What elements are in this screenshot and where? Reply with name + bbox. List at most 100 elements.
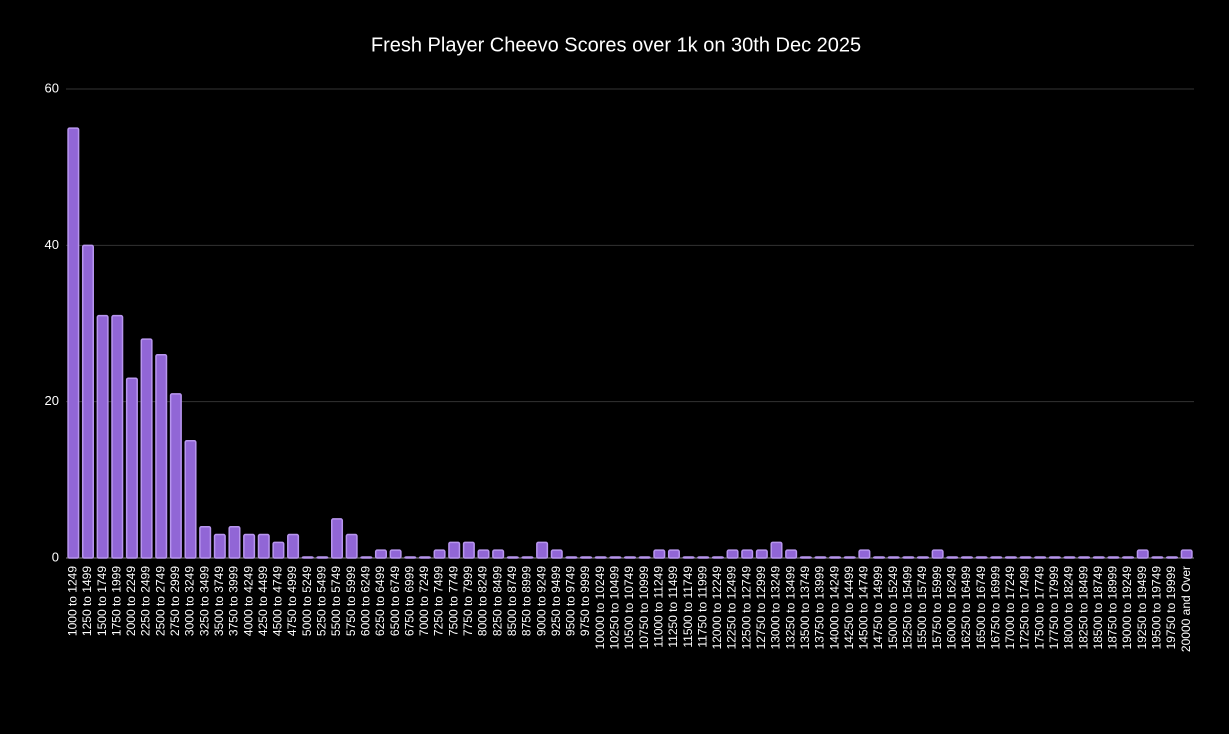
bar bbox=[477, 549, 490, 559]
x-tick-label: 19500 to 19749 bbox=[1150, 566, 1164, 650]
bar bbox=[916, 556, 930, 559]
bar bbox=[1166, 556, 1179, 559]
x-tick-label: 10500 to 10749 bbox=[622, 566, 636, 650]
bar bbox=[990, 556, 1003, 559]
x-tick-label: 15000 to 15249 bbox=[886, 566, 900, 650]
x-tick-label: 5000 to 5249 bbox=[300, 566, 314, 636]
bar bbox=[682, 556, 695, 559]
x-tick-label: 5250 to 5499 bbox=[315, 566, 329, 636]
bar bbox=[199, 525, 212, 559]
x-tick-label: 11750 to 11999 bbox=[695, 566, 709, 648]
x-tick-label: 9250 to 9499 bbox=[549, 566, 563, 636]
x-tick-label: 16750 to 16999 bbox=[988, 566, 1002, 650]
bar bbox=[1107, 556, 1120, 559]
bar bbox=[902, 556, 915, 559]
x-tick-label: 3250 to 3499 bbox=[197, 566, 211, 636]
x-tick-label: 4250 to 4499 bbox=[256, 566, 270, 636]
y-tick-label: 0 bbox=[52, 549, 59, 564]
x-tick-label: 13250 to 13499 bbox=[783, 566, 797, 650]
bar bbox=[814, 556, 827, 559]
x-tick-label: 15500 to 15749 bbox=[915, 566, 929, 650]
bar bbox=[360, 556, 373, 559]
bar bbox=[389, 549, 402, 559]
bar bbox=[125, 377, 138, 559]
x-tick-label: 7250 to 7499 bbox=[432, 566, 446, 636]
bar bbox=[418, 556, 431, 559]
x-tick-label: 2750 to 2999 bbox=[168, 566, 182, 636]
x-tick-label: 12000 to 12249 bbox=[710, 566, 724, 650]
x-tick-label: 12500 to 12749 bbox=[739, 566, 753, 650]
chart-title: Fresh Player Cheevo Scores over 1k on 30… bbox=[371, 34, 861, 56]
x-tick-label: 16000 to 16249 bbox=[944, 566, 958, 650]
bar bbox=[741, 549, 754, 559]
bar bbox=[96, 314, 109, 559]
x-tick-label: 10750 to 10999 bbox=[637, 566, 651, 650]
x-tick-label: 1250 to 1499 bbox=[80, 566, 94, 636]
bar bbox=[931, 549, 944, 559]
bar bbox=[228, 525, 241, 559]
x-tick-label: 18500 to 18749 bbox=[1091, 566, 1105, 650]
bar bbox=[1136, 549, 1149, 559]
x-tick-label: 9750 to 9999 bbox=[578, 566, 592, 636]
x-tick-label: 14000 to 14249 bbox=[827, 566, 841, 650]
bar bbox=[1151, 556, 1164, 559]
x-tick-label: 9500 to 9749 bbox=[564, 566, 578, 636]
x-tick-label: 19250 to 19499 bbox=[1135, 566, 1149, 650]
bar bbox=[711, 556, 724, 559]
x-tick-label: 18250 to 18499 bbox=[1076, 566, 1090, 650]
x-tick-label: 17750 to 17999 bbox=[1047, 566, 1061, 650]
x-tick-label: 8750 to 8999 bbox=[520, 566, 534, 636]
bar bbox=[433, 549, 446, 559]
x-tick-label: 6000 to 6249 bbox=[358, 566, 372, 636]
bar bbox=[257, 533, 270, 559]
x-tick-label: 9000 to 9249 bbox=[534, 566, 548, 636]
x-tick-label: 17000 to 17249 bbox=[1003, 566, 1017, 650]
x-tick-label: 16250 to 16499 bbox=[959, 566, 973, 650]
bar bbox=[1048, 556, 1061, 559]
x-tick-label: 16500 to 16749 bbox=[974, 566, 988, 650]
bar bbox=[213, 533, 226, 559]
x-tick-label: 8500 to 8749 bbox=[505, 566, 519, 636]
x-tick-label: 13500 to 13749 bbox=[798, 566, 812, 650]
x-tick-label: 7500 to 7749 bbox=[446, 566, 460, 636]
x-tick-label: 20000 and Over bbox=[1179, 566, 1193, 652]
bar bbox=[638, 556, 651, 559]
bar bbox=[799, 556, 812, 559]
bar bbox=[243, 533, 256, 559]
bar bbox=[550, 549, 563, 559]
x-tick-label: 1500 to 1749 bbox=[95, 566, 109, 636]
x-tick-label: 6500 to 6749 bbox=[388, 566, 402, 636]
bar bbox=[155, 354, 168, 559]
bar bbox=[565, 556, 578, 559]
x-tick-label: 5500 to 5749 bbox=[329, 566, 343, 636]
x-tick-label: 17500 to 17749 bbox=[1032, 566, 1046, 650]
x-tick-label: 12250 to 12499 bbox=[725, 566, 739, 650]
bar bbox=[345, 533, 358, 559]
x-tick-label: 2000 to 2249 bbox=[124, 566, 138, 636]
x-tick-label: 7750 to 7999 bbox=[461, 566, 475, 636]
bar bbox=[667, 549, 680, 559]
y-tick-label: 20 bbox=[45, 393, 59, 408]
x-tick-label: 2250 to 2499 bbox=[139, 566, 153, 636]
x-tick-label: 7000 to 7249 bbox=[417, 566, 431, 636]
bar bbox=[492, 549, 505, 559]
x-tick-label: 1750 to 1999 bbox=[109, 566, 123, 636]
bar bbox=[462, 541, 475, 559]
bar bbox=[1122, 556, 1135, 559]
bar bbox=[726, 549, 739, 559]
x-tick-label: 14750 to 14999 bbox=[871, 566, 885, 650]
bar bbox=[580, 556, 593, 559]
bar bbox=[946, 556, 959, 559]
x-tick-label: 10250 to 10499 bbox=[608, 566, 622, 650]
bar bbox=[1063, 556, 1076, 559]
bar bbox=[975, 556, 988, 559]
bar bbox=[697, 556, 710, 559]
x-tick-label: 11000 to 11249 bbox=[651, 566, 665, 648]
bar bbox=[755, 549, 768, 559]
bar bbox=[169, 393, 182, 559]
bar bbox=[521, 556, 534, 559]
x-tick-label: 8000 to 8249 bbox=[476, 566, 490, 636]
x-tick-label: 19000 to 19249 bbox=[1120, 566, 1134, 650]
x-tick-label: 3000 to 3249 bbox=[183, 566, 197, 636]
